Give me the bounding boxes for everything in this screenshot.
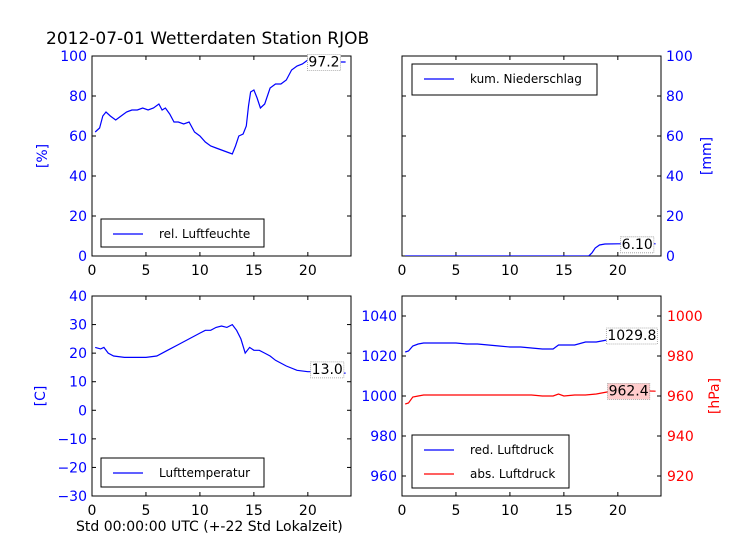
y-tick-label: 0 bbox=[666, 249, 675, 265]
x-tick-label: 5 bbox=[451, 263, 460, 279]
y-tick-label: 0 bbox=[78, 249, 87, 265]
chart-panel-bottom-left: 0 5 10 15 20 −30 −20 −10 0 10 20 30 40 [C] Lufttempera… bbox=[33, 289, 352, 519]
value-annotation: 13.0 bbox=[312, 362, 343, 378]
chart-panel-top-right: 0 5 10 15 20 0 20 40 60 80 100 [mm] kum. Niederschla… bbox=[398, 49, 715, 279]
annotation-box bbox=[620, 236, 655, 254]
y-tick-label: 1000 bbox=[361, 389, 397, 405]
legend-label: red. Luftdruck bbox=[470, 443, 554, 457]
annotation-box bbox=[310, 361, 345, 379]
y-tick-label: 1040 bbox=[361, 309, 397, 325]
y-tick-label: 60 bbox=[666, 129, 684, 145]
x-tick-label: 15 bbox=[555, 503, 573, 519]
y-tick-label: 60 bbox=[69, 129, 87, 145]
x-tick-label: 15 bbox=[245, 263, 263, 279]
y-tick-label: 80 bbox=[666, 89, 684, 105]
y-tick-label: 40 bbox=[69, 289, 87, 305]
y-tick-label: 30 bbox=[69, 318, 87, 334]
legend-label: kum. Niederschlag bbox=[470, 72, 582, 86]
y-tick-label: −10 bbox=[57, 432, 87, 448]
y-tick-label: 40 bbox=[69, 169, 87, 185]
y-right-tick-label: 1000 bbox=[667, 309, 703, 325]
x-tick-label: 0 bbox=[88, 503, 97, 519]
y-axis-label: [hPa] bbox=[707, 378, 723, 414]
y-axis-label: [C] bbox=[33, 386, 49, 407]
series-line bbox=[94, 59, 346, 155]
y-tick-label: 960 bbox=[370, 469, 397, 485]
x-tick-label: 5 bbox=[141, 263, 150, 279]
y-tick-label: 20 bbox=[69, 209, 87, 225]
y-tick-label: −30 bbox=[57, 489, 87, 505]
y-tick-label: −20 bbox=[57, 460, 87, 476]
y-axis-label: [%] bbox=[35, 144, 51, 168]
legend-box bbox=[100, 218, 265, 248]
annotation-box bbox=[607, 382, 651, 400]
x-tick-label: 10 bbox=[501, 263, 519, 279]
value-annotation: 97.2 bbox=[308, 55, 339, 71]
x-tick-label: 15 bbox=[245, 503, 263, 519]
y-tick-label: 20 bbox=[69, 346, 87, 362]
x-tick-label: 5 bbox=[141, 503, 150, 519]
series-line bbox=[95, 323, 346, 374]
x-tick-label: 0 bbox=[398, 503, 407, 519]
x-tick-label: 15 bbox=[555, 263, 573, 279]
annotation-box bbox=[307, 54, 342, 71]
x-tick-label: 0 bbox=[398, 263, 407, 279]
x-tick-label: 20 bbox=[299, 503, 317, 519]
y-right-tick-label: 940 bbox=[667, 429, 694, 445]
y-tick-label: 1020 bbox=[361, 349, 397, 365]
x-tick-label: 10 bbox=[191, 263, 209, 279]
legend-label: Lufttemperatur bbox=[159, 466, 250, 480]
y-right-tick-label: 980 bbox=[667, 349, 694, 365]
x-tick-label: 20 bbox=[609, 503, 627, 519]
legend-box bbox=[411, 434, 570, 489]
y-right-tick-label: 920 bbox=[667, 469, 694, 485]
annotation-box bbox=[605, 327, 658, 345]
y-tick-label: 100 bbox=[60, 49, 87, 65]
legend-label: rel. Luftfeuchte bbox=[159, 227, 250, 241]
y-tick-label: 0 bbox=[78, 403, 87, 419]
x-tick-label: 10 bbox=[501, 503, 519, 519]
x-tick-label: 20 bbox=[609, 263, 627, 279]
x-tick-label: 20 bbox=[299, 263, 317, 279]
value-annotation: 1029.8 bbox=[607, 328, 656, 344]
y-tick-label: 100 bbox=[666, 49, 693, 65]
x-tick-label: 0 bbox=[88, 263, 97, 279]
x-tick-label: 10 bbox=[191, 503, 209, 519]
y-axis-label: [mm] bbox=[699, 137, 715, 175]
y-tick-label: 80 bbox=[69, 89, 87, 105]
axes-frame bbox=[91, 55, 352, 257]
y-tick-label: 980 bbox=[370, 429, 397, 445]
legend-label: abs. Luftdruck bbox=[470, 467, 555, 481]
value-annotation: 6.10 bbox=[622, 237, 653, 253]
figure-title: 2012-07-01 Wetterdaten Station RJOB bbox=[46, 29, 369, 49]
chart-panel-top-left: 0 5 10 15 20 0 20 40 60 80 100 [%] rel. Luftfeuchte 9… bbox=[35, 49, 352, 279]
value-annotation: 962.4 bbox=[609, 383, 649, 399]
figure-xlabel: Std 00:00:00 UTC (+-22 Std Lokalzeit) bbox=[76, 519, 343, 535]
y-tick-label: 40 bbox=[666, 169, 684, 185]
x-tick-label: 5 bbox=[451, 503, 460, 519]
y-right-tick-label: 960 bbox=[667, 389, 694, 405]
y-tick-label: 20 bbox=[666, 209, 684, 225]
chart-panel-bottom-right: 0 5 10 15 20 960 980 1000 1020 1040 920 940 960 980 10… bbox=[361, 295, 723, 519]
axes-frame bbox=[91, 295, 352, 497]
y-tick-label: 10 bbox=[69, 375, 87, 391]
